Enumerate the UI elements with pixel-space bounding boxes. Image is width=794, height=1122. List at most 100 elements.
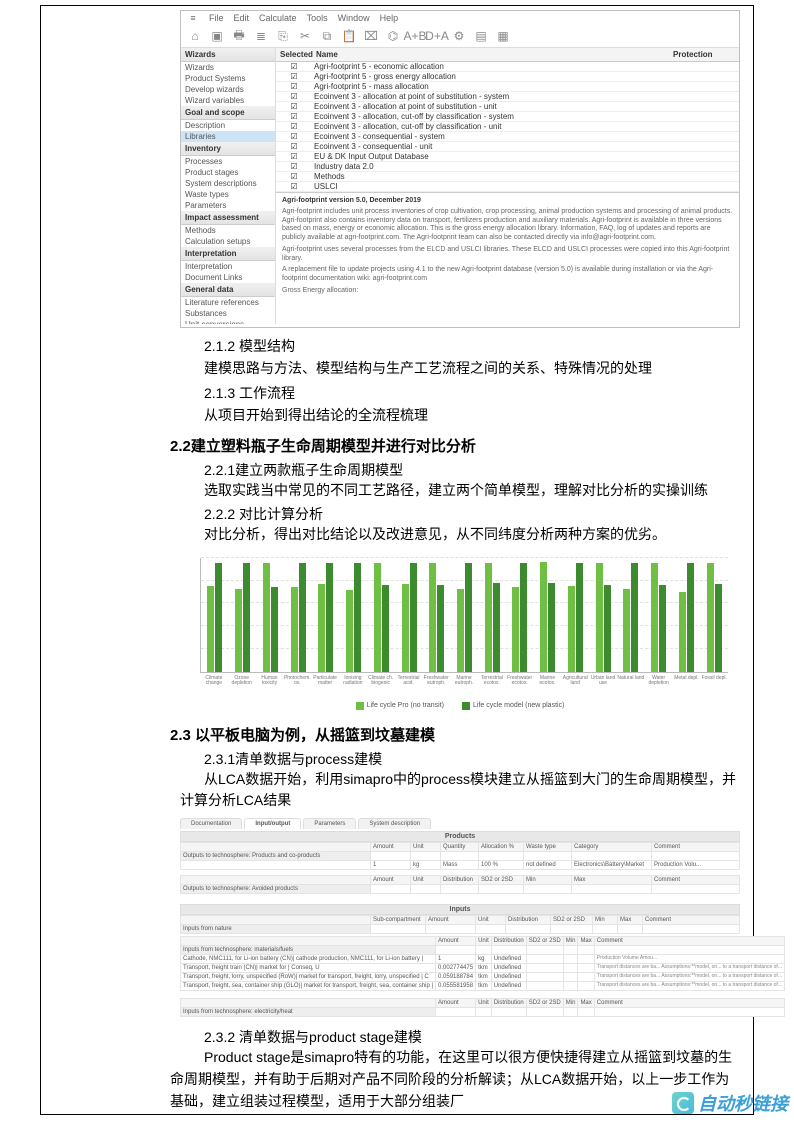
- toolbar: ⌂ ▣ 🖶 ≣ ⎘ ✂ ⧉ 📋 ⌧ ⌬ A+B D+A ⚙ ▤ ▦: [181, 25, 739, 48]
- tab-parameters[interactable]: Parameters: [303, 818, 356, 829]
- sidebar-methods[interactable]: Methods: [181, 225, 275, 236]
- x-label: Human toxicity: [256, 676, 284, 686]
- desc-title: Agri-footprint version 5.0, December 201…: [282, 197, 733, 206]
- section-inputs: Inputs: [180, 904, 740, 915]
- sidebar-product-systems[interactable]: Product Systems: [181, 73, 275, 84]
- cut-icon[interactable]: ✂: [297, 28, 313, 44]
- network-icon[interactable]: ⌬: [385, 28, 401, 44]
- bar-group: [423, 558, 451, 672]
- calc-icon[interactable]: ≣: [253, 28, 269, 44]
- open-icon[interactable]: ▣: [209, 28, 225, 44]
- sidebar-product-stages[interactable]: Product stages: [181, 167, 275, 178]
- sidebar-develop-wizards[interactable]: Develop wizards: [181, 84, 275, 95]
- bar-group: [589, 558, 617, 672]
- desc-footer: Gross Energy allocation:: [282, 287, 733, 296]
- tab-system-description[interactable]: System description: [358, 818, 431, 829]
- library-row[interactable]: ☑Ecoinvent 3 - allocation, cut-off by cl…: [276, 112, 739, 122]
- x-label: Photochem. ox.: [283, 676, 311, 686]
- sidebar-document-links[interactable]: Document Links: [181, 272, 275, 283]
- library-row[interactable]: ☑Ecoinvent 3 - allocation at point of su…: [276, 102, 739, 112]
- save-icon[interactable]: 🖶: [231, 28, 247, 44]
- library-row[interactable]: ☑Agri-footprint 5 - economic allocation: [276, 62, 739, 72]
- sidebar-wizards: Wizards: [181, 48, 275, 62]
- technosphere-row[interactable]: Transport, freight, lorry, unspecified (…: [181, 973, 785, 982]
- x-label: Particulate matter: [311, 676, 339, 686]
- ab-icon[interactable]: A+B: [407, 28, 423, 44]
- bar-group: [201, 558, 229, 672]
- tab-input-output[interactable]: Input/output: [244, 818, 301, 829]
- watermark-text: 自动秒链接: [698, 1090, 788, 1116]
- library-row[interactable]: ☑EU & DK Input Output Database: [276, 152, 739, 162]
- menu-bar: ≡ File Edit Calculate Tools Window Help: [181, 11, 739, 25]
- table-header: Selected Name Protection: [276, 48, 739, 62]
- technosphere-row[interactable]: Transport, freight train (CN)| market fo…: [181, 964, 785, 973]
- heading-2-3-1: 2.3.1清单数据与process建模: [204, 749, 740, 769]
- sidebar-waste-types[interactable]: Waste types: [181, 189, 275, 200]
- sidebar-wizards[interactable]: Wizards: [181, 62, 275, 73]
- library-row[interactable]: ☑Industry data 2.0: [276, 162, 739, 172]
- library-row[interactable]: ☑Ecoinvent 3 - allocation at point of su…: [276, 92, 739, 102]
- products-table: AmountUnitQuantityAllocation %Waste type…: [180, 842, 740, 894]
- library-row[interactable]: ☑USLCI: [276, 182, 739, 192]
- menu-help[interactable]: Help: [380, 13, 399, 23]
- bar-group: [534, 558, 562, 672]
- sidebar-libraries[interactable]: Libraries: [181, 131, 275, 142]
- heading-2-3-2: 2.3.2 清单数据与product stage建模: [204, 1027, 740, 1047]
- tree-icon[interactable]: ⌧: [363, 28, 379, 44]
- sidebar-inventory: Inventory: [181, 142, 275, 156]
- chart-icon[interactable]: ▤: [473, 28, 489, 44]
- sidebar-interpretation[interactable]: Interpretation: [181, 261, 275, 272]
- sidebar-impact-assessment: Impact assessment: [181, 211, 275, 225]
- legend-swatch-a: [356, 702, 364, 710]
- da-icon[interactable]: D+A: [429, 28, 445, 44]
- sidebar-literature-references[interactable]: Literature references: [181, 297, 275, 308]
- sidebar-unit-conversions[interactable]: Unit conversions: [181, 319, 275, 324]
- bar-group: [229, 558, 257, 672]
- library-row[interactable]: ☑Ecoinvent 3 - consequential - unit: [276, 142, 739, 152]
- gear-icon[interactable]: ⚙: [451, 28, 467, 44]
- menu-window[interactable]: Window: [338, 13, 370, 23]
- sidebar-description[interactable]: Description: [181, 120, 275, 131]
- library-row[interactable]: ☑Ecoinvent 3 - consequential - system: [276, 132, 739, 142]
- heading-2-1-3: 2.1.3 工作流程: [204, 383, 740, 405]
- row-products-label: Outputs to technosphere: Products and co…: [181, 852, 371, 861]
- print-icon[interactable]: ⎘: [275, 28, 291, 44]
- sidebar-processes[interactable]: Processes: [181, 156, 275, 167]
- bar-group: [284, 558, 312, 672]
- desc-p1: Agri-footprint includes unit process inv…: [282, 208, 733, 243]
- x-label: Metal depl.: [673, 676, 701, 686]
- x-label: Freshwater ecotox.: [506, 676, 534, 686]
- technosphere-row[interactable]: Cathode, NMC111, for Li-ion battery (CN)…: [181, 955, 785, 964]
- paste-icon[interactable]: 📋: [341, 28, 357, 44]
- watermark-icon: [672, 1092, 694, 1114]
- library-row[interactable]: ☑Methods: [276, 172, 739, 182]
- library-row[interactable]: ☑Ecoinvent 3 - allocation, cut-off by cl…: [276, 122, 739, 132]
- library-rows: ☑Agri-footprint 5 - economic allocation☑…: [276, 62, 739, 192]
- bar-group: [617, 558, 645, 672]
- technosphere-row[interactable]: Transport, freight, sea, container ship …: [181, 982, 785, 991]
- sidebar-parameters[interactable]: Parameters: [181, 200, 275, 211]
- menu-edit[interactable]: Edit: [234, 13, 250, 23]
- x-label: Urban land use: [589, 676, 617, 686]
- home-icon[interactable]: ⌂: [187, 28, 203, 44]
- sidebar-substances[interactable]: Substances: [181, 308, 275, 319]
- sidebar-calculation-setups[interactable]: Calculation setups: [181, 236, 275, 247]
- sidebar-goal-and-scope: Goal and scope: [181, 106, 275, 120]
- copy-icon[interactable]: ⧉: [319, 28, 335, 44]
- sidebar-system-descriptions[interactable]: System descriptions: [181, 178, 275, 189]
- row-nature-label: Inputs from nature: [181, 925, 371, 934]
- inputs-table: Sub-compartmentAmountUnitDistributionSD2…: [180, 915, 740, 934]
- menu-file[interactable]: File: [209, 13, 224, 23]
- heading-2-3: 2.3 以平板电脑为例，从摇篮到坟墓建模: [170, 724, 740, 745]
- menu-tools[interactable]: Tools: [307, 13, 328, 23]
- x-label: Natural land: [617, 676, 645, 686]
- grid-icon[interactable]: ▦: [495, 28, 511, 44]
- library-row[interactable]: ☑Agri-footprint 5 - mass allocation: [276, 82, 739, 92]
- para-2-2-1: 选取实践当中常见的不同工艺路径，建立两个简单模型，理解对比分析的实操训练: [204, 480, 740, 500]
- sidebar-wizard-variables[interactable]: Wizard variables: [181, 95, 275, 106]
- library-row[interactable]: ☑Agri-footprint 5 - gross energy allocat…: [276, 72, 739, 82]
- menu-calculate[interactable]: Calculate: [259, 13, 297, 23]
- tab-documentation[interactable]: Documentation: [180, 818, 242, 829]
- para-2-3-2: Product stage是simapro特有的功能，在这里可以很方便快捷得建立…: [170, 1047, 740, 1112]
- menu-first[interactable]: ≡: [187, 13, 199, 23]
